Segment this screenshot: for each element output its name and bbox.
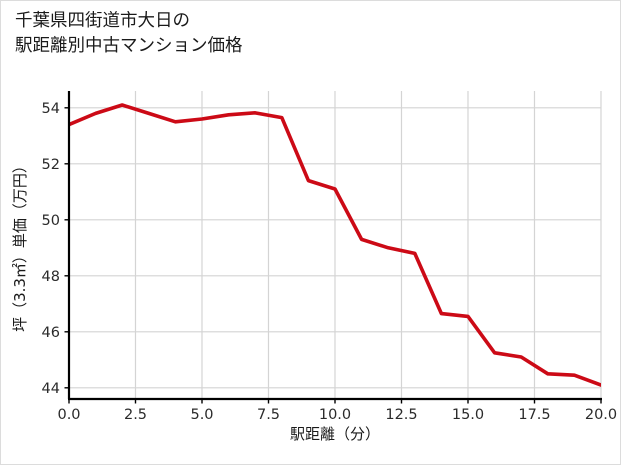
x-tick-label: 10.0	[319, 407, 351, 423]
y-axis-ticks: 44 46 48 50 52 54	[42, 101, 69, 397]
chart-title: 千葉県四街道市大日の 駅距離別中古マンション価格	[15, 11, 243, 56]
x-tick-label: 0.0	[57, 407, 80, 423]
x-tick-label: 7.5	[257, 407, 280, 423]
x-tick-label: 20.0	[585, 407, 617, 423]
x-axis-ticks: 0.0 2.5 5.0 7.5 10.0 12.5 15.0 17.5 20.0	[57, 399, 617, 423]
y-axis-title: 坪（3.3㎡）単価（万円）	[11, 158, 29, 332]
y-tick-label: 50	[42, 213, 60, 229]
x-axis-title: 駅距離（分）	[290, 425, 380, 443]
x-tick-label: 2.5	[124, 407, 147, 423]
y-tick-label: 52	[42, 157, 60, 173]
y-tick-label: 54	[42, 101, 60, 117]
x-tick-label: 15.0	[452, 407, 484, 423]
x-tick-label: 17.5	[518, 407, 550, 423]
x-gridlines	[134, 91, 602, 399]
price-line-series	[69, 103, 601, 387]
y-tick-label: 46	[42, 325, 60, 341]
x-tick-label: 12.5	[385, 407, 417, 423]
y-tick-label: 44	[42, 381, 60, 397]
x-tick-label: 5.0	[190, 407, 213, 423]
y-tick-label: 48	[42, 269, 60, 285]
